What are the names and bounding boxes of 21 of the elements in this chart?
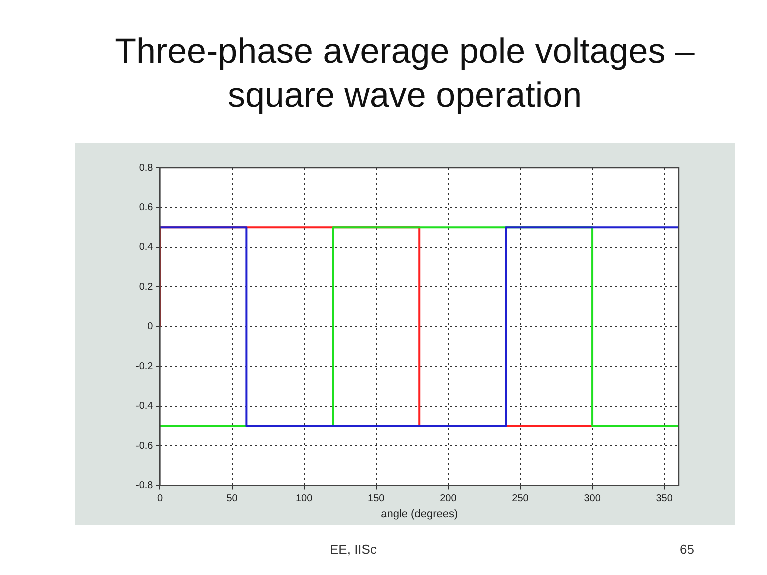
x-tick-label: 100 xyxy=(296,494,314,505)
y-tick-label: -0.4 xyxy=(136,401,154,412)
x-tick-label: 150 xyxy=(368,494,386,505)
x-tick-label: 250 xyxy=(512,494,530,505)
x-tick-label: 0 xyxy=(157,494,164,505)
x-tick-label: 300 xyxy=(584,494,602,505)
y-tick-label: 0.6 xyxy=(139,202,154,214)
y-tick-label: 0 xyxy=(148,322,154,333)
text: EE, IISc xyxy=(330,542,377,557)
x-tick-label: 350 xyxy=(656,494,674,505)
x-tick-label: 50 xyxy=(226,494,238,505)
y-tick-label: 0.4 xyxy=(139,242,154,254)
y-tick-label: 0.8 xyxy=(139,162,154,174)
y-tick-label: -0.6 xyxy=(136,440,154,452)
chart-title: Three-phase average pole voltages – square wave operation xyxy=(114,31,696,117)
x-axis-title: angle (degrees) xyxy=(381,508,458,520)
text: 65 xyxy=(680,542,694,557)
x-tick-label: 200 xyxy=(440,494,458,505)
y-tick-label: -0.8 xyxy=(136,480,154,492)
y-tick-label: -0.2 xyxy=(136,361,154,372)
y-tick-label: 0.2 xyxy=(139,282,154,293)
